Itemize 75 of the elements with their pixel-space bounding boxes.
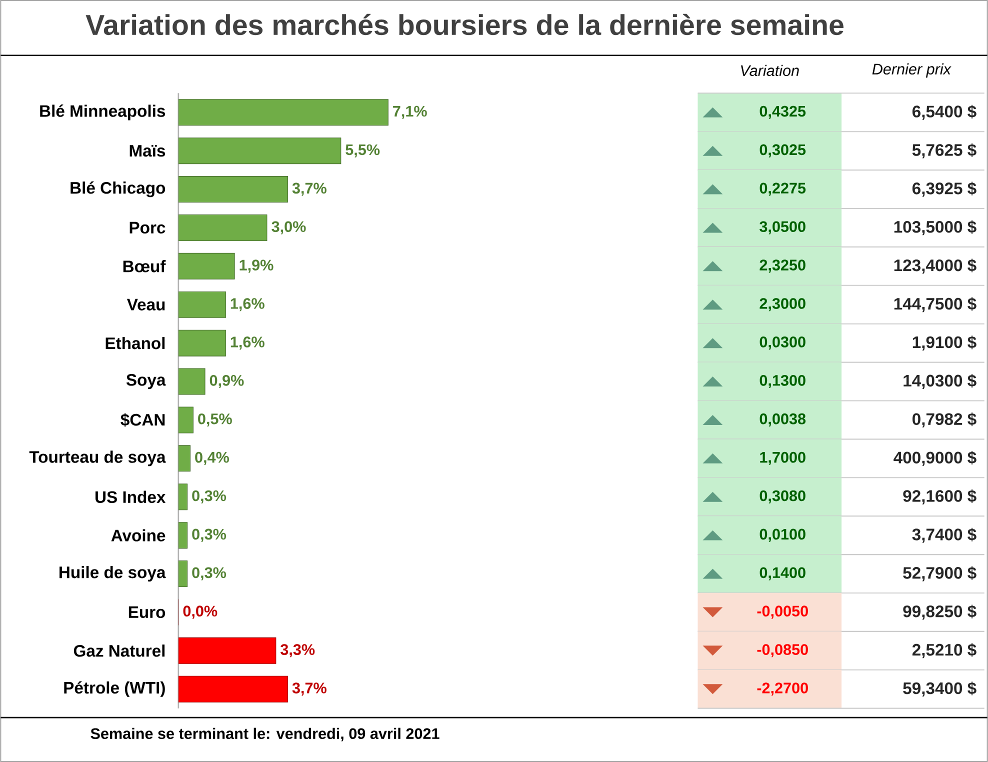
- y-tick-label: Ethanol: [106, 336, 165, 350]
- data-label: 0,9%: [210, 374, 244, 388]
- data-label: 3,7%: [292, 682, 326, 696]
- bar: [178, 522, 188, 549]
- text: 0,2275: [760, 182, 806, 196]
- y-tick-label: Bœuf: [123, 260, 166, 272]
- text: 0,7982 $: [912, 412, 976, 428]
- data-label: 1,6%: [230, 298, 264, 312]
- data-label: 5,5%: [346, 144, 380, 158]
- text: 103,5000 $: [894, 220, 976, 236]
- text: -0,0050: [757, 606, 808, 619]
- y-tick-label: US Index: [96, 490, 166, 503]
- bar: [178, 368, 206, 395]
- text: 52,7900 $: [903, 566, 976, 582]
- text: 99,8250 $: [903, 604, 976, 620]
- text: 3,7400 $: [912, 528, 976, 543]
- bar: [178, 445, 191, 472]
- text: 0,0038: [760, 413, 806, 426]
- y-tick-label: Blé Chicago: [70, 181, 166, 198]
- y-tick-label: Maïs: [130, 144, 166, 157]
- text: Dernier prix: [872, 63, 952, 78]
- data-label: 3,7%: [292, 182, 326, 196]
- y-tick-label: $CAN: [120, 413, 165, 427]
- data-label: 1,9%: [240, 260, 274, 273]
- data-label: 0,3%: [192, 528, 226, 542]
- text: Variation: [741, 64, 799, 76]
- text: 6,3925 $: [912, 182, 976, 197]
- data-label: 0,5%: [198, 413, 232, 426]
- text: 144,7500 $: [894, 297, 976, 312]
- text: 1,7000: [760, 452, 806, 465]
- text: 2,3250: [760, 260, 806, 273]
- text: 0,4325: [760, 106, 806, 119]
- y-tick-label: Tourteau de soya: [29, 450, 166, 466]
- text: 400,9000 $: [894, 450, 976, 466]
- y-tick-label: Soya: [126, 374, 166, 390]
- y-tick-label: Porc: [130, 222, 166, 234]
- text: 5,7625 $: [912, 143, 976, 158]
- y-tick-label: Gaz Naturel: [74, 644, 165, 657]
- text: 0,3025: [760, 144, 806, 158]
- bar: [178, 676, 288, 702]
- text: 2,3000: [760, 298, 806, 312]
- text: 92,1600 $: [903, 489, 976, 504]
- text: 3,0500: [760, 221, 806, 234]
- data-label: 0,3%: [192, 567, 226, 580]
- text: 2,5210 $: [912, 643, 976, 658]
- text: 59,3400 $: [903, 682, 976, 697]
- y-tick-label: Euro: [128, 606, 166, 618]
- text: 14,0300 $: [904, 374, 976, 389]
- text: 0,3080: [760, 490, 806, 504]
- y-tick-label: Avoine: [111, 529, 166, 542]
- text: -2,2700: [757, 682, 808, 696]
- data-label: 7,1%: [393, 106, 427, 119]
- y-tick-label: Pétrole (WTI): [64, 681, 165, 697]
- bar: [178, 560, 188, 588]
- y-tick-label: Huile de soya: [60, 566, 166, 582]
- text: 0,0300: [760, 336, 806, 350]
- y-tick-label: Blé Minneapolis: [40, 104, 166, 120]
- data-label: 0,4%: [195, 452, 229, 465]
- text: Variation des marchés boursiers de la dernière semaine: [86, 14, 844, 36]
- data-label: 3,0%: [272, 221, 306, 234]
- bar: [178, 214, 268, 241]
- text: 0,1300: [760, 374, 806, 388]
- text: 1,9100 $: [912, 336, 976, 351]
- text: Semaine se terminant le: vendredi, 09 avril 2021: [90, 728, 440, 742]
- data-label: 0,3%: [192, 490, 226, 504]
- text: 0,1400: [760, 567, 806, 580]
- text: 123,4000 $: [894, 258, 976, 274]
- text: 6,5400 $: [912, 104, 976, 120]
- text: 0,0100: [760, 528, 806, 542]
- data-label: 1,6%: [230, 336, 264, 350]
- y-tick-label: Veau: [126, 298, 165, 310]
- text: -0,0850: [757, 644, 808, 658]
- data-label: 3,3%: [280, 644, 315, 658]
- data-label: 0,0%: [183, 606, 218, 619]
- bar: [178, 176, 288, 203]
